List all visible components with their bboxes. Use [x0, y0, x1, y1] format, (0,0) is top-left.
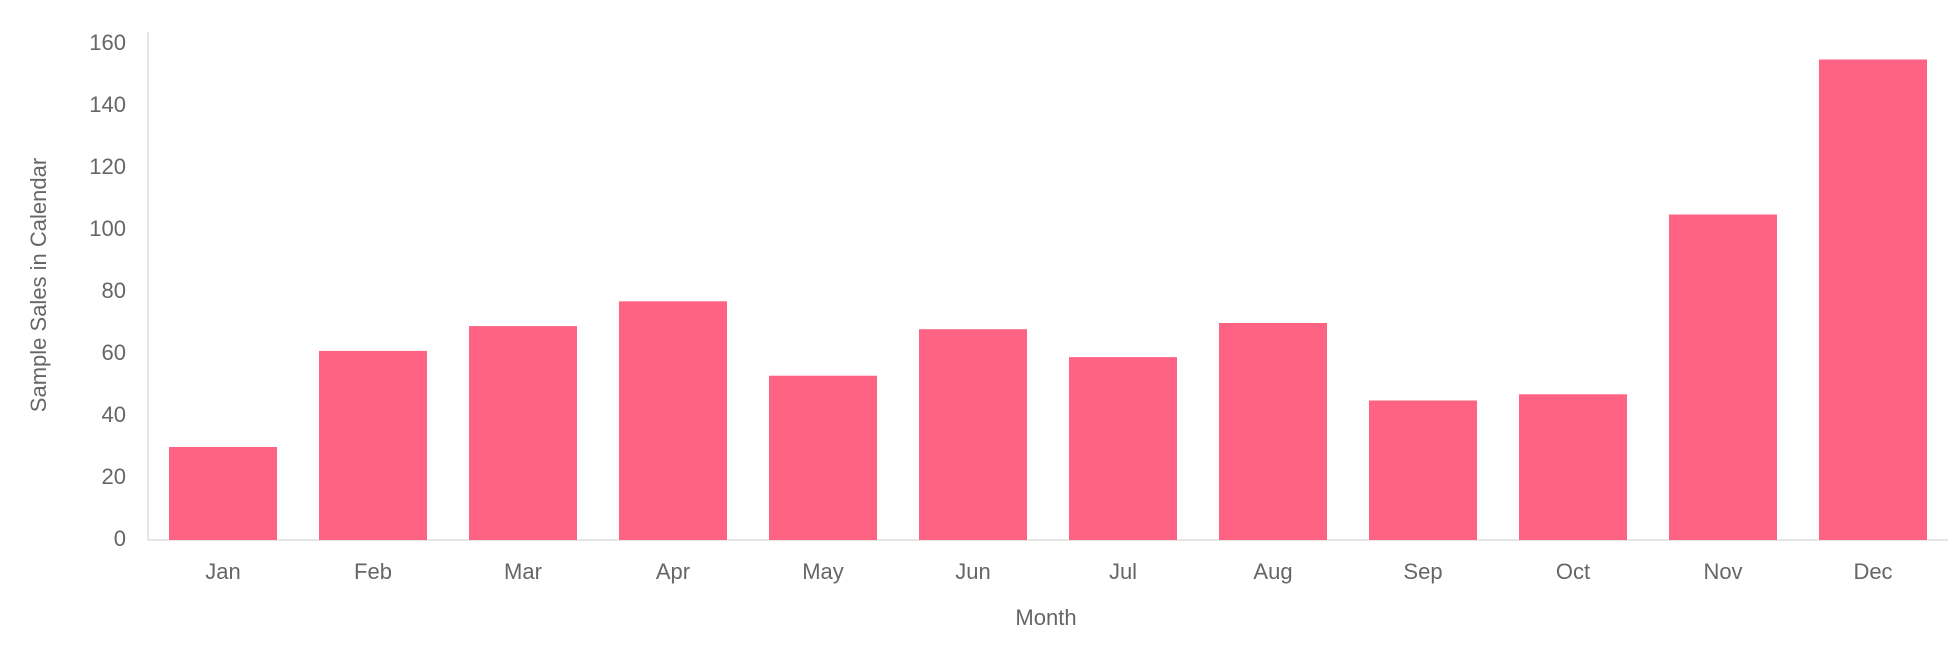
- bar: [919, 329, 1027, 540]
- bar: [619, 301, 727, 540]
- y-tick-label: 40: [102, 402, 126, 427]
- bar: [169, 447, 277, 540]
- bar: [769, 375, 877, 540]
- y-tick-label: 100: [89, 216, 126, 241]
- y-tick-label: 0: [114, 526, 126, 551]
- bar: [1519, 394, 1627, 540]
- x-tick-label: Feb: [354, 559, 392, 584]
- bar: [1219, 323, 1327, 540]
- bar: [469, 326, 577, 540]
- x-tick-label: Mar: [504, 559, 542, 584]
- y-tick-label: 80: [102, 278, 126, 303]
- x-tick-label: Sep: [1403, 559, 1442, 584]
- x-tick-label: Jun: [955, 559, 990, 584]
- x-tick-label: Jul: [1109, 559, 1137, 584]
- x-tick-label: Oct: [1556, 559, 1590, 584]
- y-tick-label: 60: [102, 340, 126, 365]
- bar: [319, 350, 427, 540]
- bar: [1669, 214, 1777, 540]
- x-tick-label: Dec: [1853, 559, 1892, 584]
- x-tick-label: Apr: [656, 559, 690, 584]
- y-tick-label: 20: [102, 464, 126, 489]
- x-axis-title: Month: [1015, 605, 1076, 630]
- bar: [1069, 357, 1177, 540]
- x-tick-label: Aug: [1253, 559, 1292, 584]
- x-tick-label: Jan: [205, 559, 240, 584]
- y-tick-label: 120: [89, 154, 126, 179]
- bar: [1819, 59, 1927, 540]
- x-tick-label: Nov: [1703, 559, 1742, 584]
- y-tick-label: 140: [89, 92, 126, 117]
- x-tick-label: May: [802, 559, 844, 584]
- y-tick-label: 160: [89, 30, 126, 55]
- bar: [1369, 400, 1477, 540]
- y-axis-title: Sample Sales in Calendar: [26, 158, 51, 412]
